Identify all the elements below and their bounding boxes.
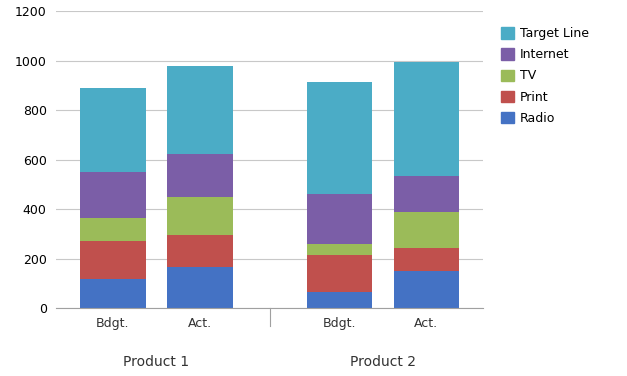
- Bar: [167, 197, 233, 235]
- Bar: [394, 271, 459, 308]
- Bar: [307, 255, 372, 292]
- Bar: [307, 292, 372, 308]
- Bar: [167, 154, 233, 197]
- Legend: Target Line, Internet, TV, Print, Radio: Target Line, Internet, TV, Print, Radio: [498, 23, 593, 129]
- Bar: [80, 88, 145, 172]
- Bar: [80, 172, 145, 218]
- Text: Product 1: Product 1: [124, 355, 189, 369]
- Bar: [80, 218, 145, 241]
- Text: Product 2: Product 2: [350, 355, 416, 369]
- Bar: [307, 194, 372, 244]
- Bar: [307, 82, 372, 194]
- Bar: [394, 212, 459, 248]
- Bar: [307, 244, 372, 255]
- Bar: [394, 248, 459, 271]
- Bar: [80, 241, 145, 279]
- Bar: [394, 62, 459, 176]
- Bar: [167, 66, 233, 154]
- Bar: [394, 176, 459, 212]
- Bar: [167, 235, 233, 267]
- Bar: [167, 267, 233, 308]
- Bar: [80, 279, 145, 308]
